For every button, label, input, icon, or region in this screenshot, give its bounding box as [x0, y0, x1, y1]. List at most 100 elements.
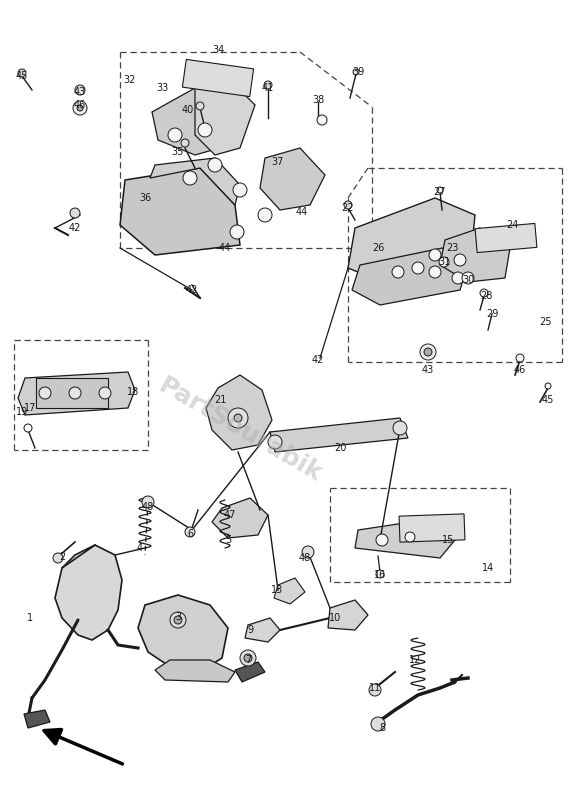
Text: 5: 5 [225, 535, 231, 545]
Text: 9: 9 [247, 625, 253, 635]
Circle shape [53, 553, 63, 563]
Text: 31: 31 [438, 257, 450, 267]
Text: 43: 43 [422, 365, 434, 375]
Text: 33: 33 [156, 83, 168, 93]
Text: 43: 43 [74, 87, 86, 97]
Polygon shape [260, 148, 325, 210]
Text: 46: 46 [514, 365, 526, 375]
Text: 40: 40 [182, 105, 194, 115]
Polygon shape [150, 158, 240, 205]
Text: 13: 13 [271, 585, 283, 595]
Circle shape [405, 532, 415, 542]
Circle shape [424, 348, 432, 356]
Text: 10: 10 [329, 613, 341, 623]
Text: 42: 42 [69, 223, 81, 233]
Bar [399, 514, 465, 542]
Text: 3: 3 [175, 612, 181, 622]
Circle shape [344, 201, 352, 209]
Polygon shape [355, 518, 455, 558]
Circle shape [376, 570, 384, 578]
Polygon shape [18, 372, 135, 415]
Circle shape [24, 424, 32, 432]
Circle shape [77, 105, 83, 111]
Circle shape [302, 546, 314, 558]
Text: 44: 44 [219, 243, 231, 253]
Text: 41: 41 [262, 83, 274, 93]
Text: 25: 25 [538, 317, 551, 327]
Circle shape [39, 387, 51, 399]
Circle shape [545, 383, 551, 389]
Circle shape [181, 139, 189, 147]
Circle shape [393, 421, 407, 435]
Text: 23: 23 [446, 243, 458, 253]
Circle shape [462, 272, 474, 284]
Text: 21: 21 [214, 395, 226, 405]
Text: 28: 28 [480, 291, 492, 301]
Circle shape [18, 69, 26, 77]
Circle shape [452, 272, 464, 284]
Circle shape [230, 225, 244, 239]
Circle shape [244, 654, 252, 662]
Circle shape [198, 123, 212, 137]
Text: 42: 42 [186, 285, 198, 295]
Circle shape [317, 115, 327, 125]
Polygon shape [155, 660, 235, 682]
Text: 39: 39 [352, 67, 364, 77]
Circle shape [371, 717, 385, 731]
Text: 35: 35 [172, 147, 184, 157]
Text: 34: 34 [212, 45, 224, 55]
Polygon shape [245, 618, 280, 642]
Polygon shape [352, 248, 468, 305]
Circle shape [369, 684, 381, 696]
Polygon shape [270, 418, 408, 452]
Circle shape [208, 158, 222, 172]
Circle shape [437, 187, 443, 193]
Text: 4: 4 [137, 543, 143, 553]
Circle shape [429, 249, 441, 261]
Text: 22: 22 [342, 203, 354, 213]
Polygon shape [440, 228, 510, 282]
Polygon shape [24, 710, 50, 728]
Circle shape [174, 616, 182, 624]
Bar [36, 378, 108, 408]
Circle shape [264, 81, 272, 89]
Circle shape [69, 387, 81, 399]
Text: 30: 30 [462, 275, 474, 285]
Circle shape [185, 527, 195, 537]
Bar [182, 59, 254, 97]
Circle shape [439, 257, 449, 267]
Polygon shape [328, 600, 368, 630]
Polygon shape [206, 375, 272, 450]
Circle shape [353, 69, 359, 75]
Circle shape [268, 435, 282, 449]
Text: 32: 32 [124, 75, 136, 85]
Circle shape [99, 387, 111, 399]
Circle shape [168, 128, 182, 142]
Polygon shape [212, 498, 268, 538]
Circle shape [454, 254, 466, 266]
Polygon shape [195, 80, 255, 155]
Text: 14: 14 [482, 563, 494, 573]
Text: 45: 45 [16, 71, 28, 81]
Polygon shape [348, 198, 475, 285]
Text: 36: 36 [139, 193, 151, 203]
Text: PartSourabik: PartSourabik [154, 374, 326, 486]
Text: 15: 15 [442, 535, 454, 545]
Polygon shape [152, 88, 230, 155]
Text: 24: 24 [506, 220, 518, 230]
Text: 1: 1 [27, 613, 33, 623]
Circle shape [75, 85, 85, 95]
Polygon shape [55, 545, 122, 640]
Text: 16: 16 [374, 570, 386, 580]
Text: 48: 48 [299, 553, 311, 563]
Text: 42: 42 [312, 355, 324, 365]
Text: 20: 20 [334, 443, 346, 453]
Text: 7: 7 [245, 655, 251, 665]
Text: 44: 44 [296, 207, 308, 217]
Circle shape [234, 414, 242, 422]
Text: 27: 27 [434, 187, 446, 197]
Text: 48: 48 [142, 502, 154, 512]
Text: 6: 6 [187, 529, 193, 539]
Text: 37: 37 [272, 157, 284, 167]
Text: 26: 26 [372, 243, 384, 253]
